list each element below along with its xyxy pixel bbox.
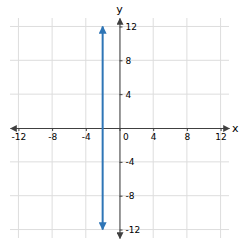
y-tick-mark	[120, 162, 123, 163]
x-axis-label: x	[232, 122, 239, 135]
x-tick-mark	[18, 128, 19, 131]
x-tick: -12	[12, 128, 27, 142]
x-tick: 12	[215, 128, 226, 142]
x-tick-mark	[153, 128, 154, 131]
y-axis-label: y	[116, 3, 123, 16]
x-tick-mark	[86, 128, 87, 131]
grid	[10, 18, 229, 238]
y-tick: -4	[120, 157, 135, 167]
y-tick-mark	[120, 94, 123, 95]
y-axis: -12 -8 -4 4 8 12	[120, 19, 141, 239]
x-tick-label: 0	[123, 132, 129, 142]
y-tick: -12	[120, 225, 141, 235]
y-tick-mark	[120, 60, 123, 61]
y-tick: -8	[120, 191, 135, 201]
y-tick-label: -8	[126, 191, 135, 201]
x-tick-label: -4	[82, 132, 91, 142]
x-tick-mark	[52, 128, 53, 131]
x-tick-mark	[221, 128, 222, 131]
y-tick-mark	[120, 196, 123, 197]
x-tick-label: 8	[185, 132, 191, 142]
x-tick: 0	[120, 128, 129, 142]
x-tick-label: 4	[151, 132, 157, 142]
y-tick-label: 12	[126, 22, 137, 32]
y-tick-mark	[120, 26, 123, 27]
data-line	[102, 26, 104, 229]
chart: -12 -8 -4 0 4 8 12 -12 -8 -4 4 8 12 x y	[0, 0, 243, 248]
y-tick-label: 8	[126, 56, 132, 66]
x-tick-label: 12	[215, 132, 226, 142]
x-tick: -8	[48, 128, 57, 142]
y-tick: 4	[120, 90, 132, 100]
y-axis-line	[120, 19, 121, 239]
x-tick-mark	[187, 128, 188, 131]
y-tick: 12	[120, 22, 137, 32]
x-tick: -4	[82, 128, 91, 142]
y-tick-label: -4	[126, 157, 135, 167]
x-tick: 4	[151, 128, 157, 142]
plot-area	[102, 26, 103, 229]
x-tick-label: -8	[48, 132, 57, 142]
y-tick-label: 4	[126, 90, 132, 100]
y-tick-label: -12	[126, 225, 141, 235]
y-tick-mark	[120, 230, 123, 231]
y-tick: 8	[120, 56, 132, 66]
x-tick: 8	[185, 128, 191, 142]
x-tick-label: -12	[12, 132, 27, 142]
